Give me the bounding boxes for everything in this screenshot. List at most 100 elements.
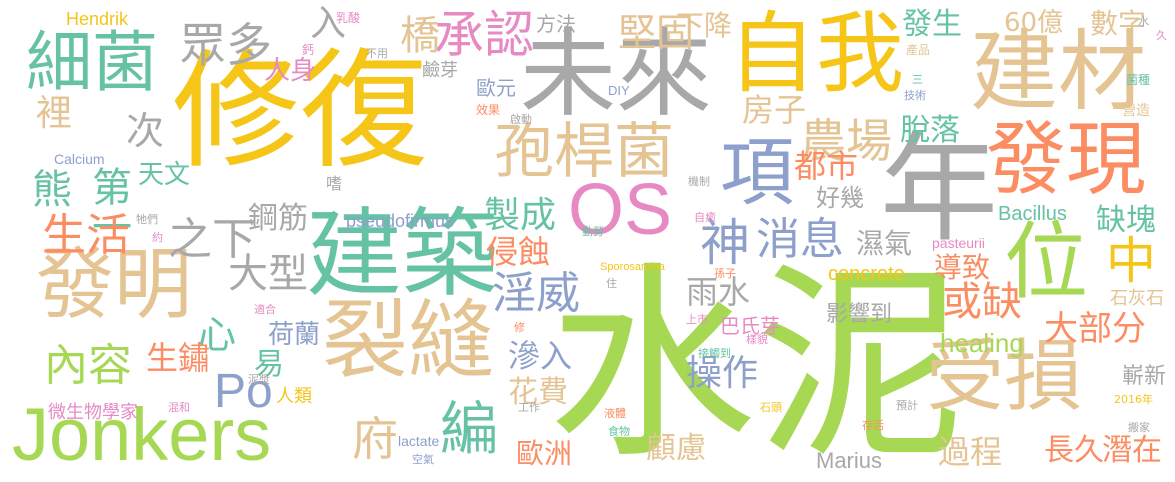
word-shen: 神 — [700, 214, 750, 272]
word-jizhi: 機制 — [688, 175, 710, 188]
word-haoji: 好幾 — [816, 184, 864, 212]
word-neirong: 內容 — [44, 340, 132, 391]
word-yushui: 雨水 — [686, 273, 751, 311]
word-yingxiangdao: 影響到 — [826, 302, 893, 327]
word-shangshi: 上市 — [686, 313, 708, 326]
word-marius: Marius — [816, 448, 883, 473]
word-gongzuo: 工作 — [518, 401, 540, 414]
word-xin: 心 — [198, 313, 237, 357]
word-zhixia: 之下 — [168, 214, 256, 265]
word-jiechudao: 接觸到 — [698, 347, 731, 360]
word-dushi: 都市 — [794, 147, 859, 185]
word-healing: healing — [940, 328, 1024, 358]
word-caozuo: 操作 — [686, 353, 759, 394]
word-hunhe: 混和 — [168, 401, 190, 414]
word-ru: 入 — [310, 3, 347, 44]
word-shihe: 適合 — [254, 303, 276, 316]
word-san: 三 — [912, 73, 923, 86]
word-xiaoxi: 消息 — [756, 214, 844, 265]
word-lactate: lactate — [398, 433, 440, 449]
word-daxing: 大型 — [228, 251, 308, 297]
word-shenru: 滲入 — [508, 337, 573, 375]
word-dabufen: 大部分 — [1044, 309, 1146, 349]
word-gai: 鈣 — [302, 43, 315, 57]
word-shuzi: 數字 — [1090, 7, 1147, 40]
word-xijun: 細菌 — [26, 24, 158, 101]
word-gangjin: 鋼筋 — [248, 201, 308, 236]
word-bian: 編 — [440, 395, 499, 463]
word-junzhong: 菌種 — [1126, 73, 1151, 87]
word-weishengwuxuejia: 微生物學家 — [48, 402, 138, 423]
word-helan: 荷蘭 — [268, 320, 321, 350]
word-nijiang: 泥漿 — [248, 373, 270, 386]
word-os: OS — [568, 170, 673, 250]
word-jiancai: 建材 — [970, 20, 1147, 123]
word-jianzhu: 建築 — [306, 198, 498, 310]
word-guocheng: 過程 — [938, 433, 1003, 471]
word-fasheng: 發生 — [902, 7, 962, 42]
word-qiao: 橋 — [393, 14, 439, 54]
word-banjia: 搬家 — [1128, 421, 1150, 434]
word-hendrik: Hendrik — [66, 9, 129, 29]
word-cunhuo: 存活 — [862, 419, 884, 432]
word-xiu: 修 — [514, 321, 525, 334]
word-faming: 發明 — [36, 240, 193, 330]
word-renshen: 人身 — [264, 56, 317, 86]
word-kongqi: 空氣 — [412, 453, 434, 466]
word-liefeng: 裂縫 — [322, 291, 494, 391]
word-buyong: 不用 — [366, 47, 388, 60]
word-bashiya: 巴氏芽 — [720, 314, 780, 338]
word-pasteurii: pasteurii — [932, 235, 985, 251]
word-xiaoguo: 效果 — [476, 103, 501, 117]
word-xiong: 熊 — [32, 167, 72, 213]
word-faxian: 發現 — [986, 113, 1146, 206]
word-sunzi: 孫子 — [714, 267, 736, 280]
word-zhu: 住 — [606, 277, 617, 290]
word-xiang: 項 — [720, 130, 794, 216]
word-tamen: 牠們 — [136, 213, 158, 226]
word-fangfa: 方法 — [536, 12, 576, 36]
word-weilai: 未來 — [520, 18, 712, 130]
word-jiangu: 堅固 — [618, 11, 695, 55]
word-huoque: 或缺 — [942, 279, 1022, 325]
word-yi: 易 — [254, 347, 284, 382]
word-gulv: 顧慮 — [646, 431, 706, 466]
word-nian: 年 — [880, 120, 999, 258]
word-ci: 次 — [126, 109, 165, 153]
word-yue: 約 — [152, 231, 163, 244]
word-jiu: 久 — [1156, 29, 1167, 42]
word-shuini: 水泥 — [548, 245, 964, 482]
word-zhongduo: 眾多 — [180, 18, 272, 72]
word-shengxiu: 生鏽 — [146, 339, 211, 377]
word-yangmao: 樣貌 — [746, 333, 768, 346]
word-quekuai: 缺塊 — [1096, 203, 1156, 238]
word-changjiu: 長久 — [1044, 433, 1104, 468]
word-yeti: 液體 — [604, 407, 626, 420]
word-shousun: 受損 — [926, 332, 1083, 422]
word-shenghuo: 生活 — [42, 210, 130, 261]
word-yingzao: 營造 — [1122, 103, 1150, 119]
word-qinshi: 侵蝕 — [486, 233, 551, 271]
word-po: Po — [214, 365, 273, 418]
word-zhong: 中 — [1106, 232, 1156, 290]
word-chanpin: 產品 — [906, 43, 931, 57]
word-xiufu: 修復 — [172, 37, 429, 186]
word-daozhi: 導致 — [934, 251, 991, 284]
word-qidong: 啟動 — [510, 113, 532, 126]
word-tuoluo: 脫落 — [900, 113, 960, 148]
word-zhicheng: 製成 — [484, 195, 557, 236]
word-huafei: 花費 — [508, 375, 568, 410]
word-sporosarcina: Sporosarcina — [600, 261, 665, 273]
word-zhanxin: 嶄新 — [1122, 364, 1167, 389]
word-wei: 位 — [1004, 213, 1089, 311]
word-diy: DIY — [608, 83, 630, 98]
word-jishu: 技術 — [904, 89, 926, 102]
word-fangzi: 房子 — [742, 91, 807, 129]
word-ouyuan: 歐元 — [476, 76, 516, 100]
word-shiqi: 濕氣 — [856, 227, 913, 260]
word-ziyu: 自癒 — [694, 211, 716, 224]
word-concrete: concrete — [828, 263, 905, 285]
word-qianzai: 潛在 — [1102, 433, 1162, 468]
word-shiwu: 食物 — [608, 425, 630, 438]
